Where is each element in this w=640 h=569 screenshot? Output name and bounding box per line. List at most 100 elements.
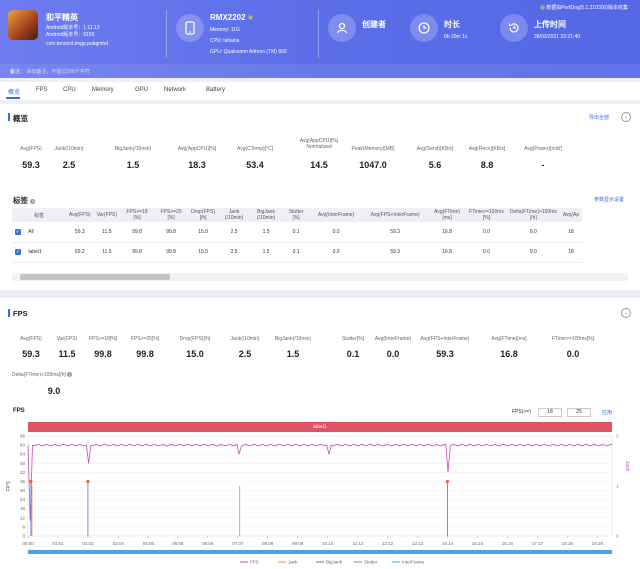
y-tick-label: 6	[22, 524, 25, 529]
param-settings-link[interactable]: 参数显示设置	[594, 197, 625, 203]
y-tick-label: 24	[20, 497, 26, 502]
fps-series-line	[27, 443, 613, 521]
table-header-cell[interactable]: Jank (/10min)	[218, 208, 251, 222]
bigjank-marker	[29, 479, 33, 484]
metric-value: 1047.0	[359, 160, 387, 170]
table-cell: 59.3	[66, 222, 94, 243]
table-header-cell[interactable]: FPS>=18 [%]	[120, 208, 155, 222]
y-tick-label-right: 1	[616, 484, 619, 489]
table-row[interactable]: ✓ label1 59.2 11.5 99.8 99.8 15.0 2.5 1.5 0.1 0.0…	[12, 242, 583, 263]
export-all-link[interactable]: 导出全部	[589, 115, 610, 121]
metric-value: 14.5	[310, 160, 328, 170]
info-icon[interactable]: i	[247, 15, 253, 21]
table-cell: 11.5	[93, 222, 121, 243]
table-header-cell[interactable]: Stutter [%]	[282, 208, 311, 222]
legend-label[interactable]: BigJank	[326, 560, 343, 565]
note-bar[interactable]: 备注： 添加备注，不能过200个字符	[0, 64, 640, 78]
table-header-cell[interactable]: Avg(FPS+InterFrame)	[362, 208, 429, 222]
table-cell: 0.1	[282, 242, 311, 263]
legend-label[interactable]: InterFrame	[402, 560, 425, 565]
metric-label: Avg(InterFrame)	[374, 336, 412, 342]
fps-threshold-1[interactable]: 18	[538, 408, 562, 417]
fps-threshold-2[interactable]: 25	[567, 408, 591, 417]
help-icon[interactable]: ?	[67, 372, 73, 378]
metric-value: 53.4	[246, 160, 264, 170]
metric-label: Avg(FTime)[ms]	[491, 336, 527, 342]
y-tick-label: 54	[20, 452, 26, 457]
table-header-cell[interactable]: Avg(InterFrame)	[310, 208, 363, 222]
package-name: com.tencent.tmgp.pubgmhd	[46, 41, 108, 47]
plot-area	[27, 435, 613, 537]
fps-title: FPS	[13, 309, 28, 318]
row-checkbox[interactable]: ✓	[15, 249, 21, 255]
metric-label: FPS>=18[%]	[88, 336, 118, 342]
section-marker	[8, 113, 10, 121]
divider	[166, 10, 167, 58]
tag-name: label1	[27, 249, 42, 255]
tag-name-cell[interactable]: ✓ label1	[12, 242, 66, 263]
table-header-cell[interactable]: Delta(FTime)>100ms [/h]	[506, 208, 560, 222]
table-cell: 11.5	[93, 242, 121, 263]
table-cell: 0.0	[310, 242, 363, 263]
metric-value: 1.5	[126, 160, 140, 170]
duration-label: 时长	[444, 20, 460, 29]
device-cpu: CPU: lahaina	[210, 38, 240, 44]
collapse-fps-button[interactable]: ⌄	[621, 308, 631, 318]
table-header-cell[interactable]: Avg(FPS)	[66, 208, 94, 222]
metric-value: 11.5	[58, 349, 76, 359]
tab-memory[interactable]: Memory	[92, 87, 114, 93]
table-row[interactable]: ✓ All 59.3 11.5 99.8 99.8 15.0 2.5 1.5 0.1 0.0 59.…	[12, 222, 583, 243]
table-header-cell[interactable]: BigJank (/10min)	[250, 208, 283, 222]
device-gpu: GPU: Qualcomm Adreno (TM) 660	[210, 49, 287, 55]
table-cell: 18	[559, 242, 583, 263]
x-tick-label: 10:10	[322, 541, 334, 546]
table-header-cell[interactable]: Avg(Ap	[559, 208, 583, 222]
table-header-cell[interactable]: FTime>=100ms [%]	[466, 208, 507, 222]
phone-icon	[176, 14, 204, 42]
tab-battery[interactable]: Battery	[206, 87, 226, 93]
scroll-thumb[interactable]	[20, 274, 170, 280]
note-placeholder[interactable]: 添加备注，不能过200个字符	[26, 69, 90, 75]
tab-overview[interactable]: 概览	[8, 90, 21, 96]
x-tick-label: 04:05	[143, 541, 155, 546]
android-build: Android版本号：9150	[46, 32, 95, 38]
metric-value: 2.5	[238, 349, 252, 359]
table-scrollbar[interactable]	[12, 273, 628, 281]
range-slider[interactable]	[28, 550, 612, 554]
table-header-cell[interactable]: FPS>=25 [%]	[154, 208, 189, 222]
x-tick-label: 09:09	[292, 541, 304, 546]
metric-label: Avg(FPS+InterFrame)	[420, 336, 470, 342]
table-cell: 99.8	[154, 242, 189, 263]
table-header-cell[interactable]: Drop(FPS) [/h]	[188, 208, 219, 222]
info-icon: i	[539, 5, 545, 11]
table-header-cell[interactable]: Var(FPS)	[93, 208, 121, 222]
device-model: RMX2202 i	[210, 13, 253, 22]
tab-fps[interactable]: FPS	[36, 87, 48, 93]
tab-gpu[interactable]: GPU	[135, 87, 149, 93]
apply-link[interactable]: 应用	[602, 410, 613, 416]
table-header-row: 标签 Avg(FPS) Var(FPS) FPS>=18 [%] FPS>=25 [%]…	[12, 208, 583, 222]
table-cell: 1.5	[250, 222, 283, 243]
divider	[318, 10, 319, 58]
collapse-overview-button[interactable]: ⌄	[621, 112, 631, 122]
metric-label: Stutter[%]	[342, 336, 364, 342]
x-tick-label: 11:12	[353, 541, 364, 546]
tag-name-cell[interactable]: ✓ All	[12, 222, 66, 243]
help-icon[interactable]: ?	[30, 198, 36, 204]
table-header-cell[interactable]: Avg(FTime) [ms]	[428, 208, 467, 222]
metric-label: Avg(Power)[mW]	[524, 146, 562, 152]
table-header-cell[interactable]: 标签	[12, 208, 66, 222]
table-cell: 1.5	[250, 242, 283, 263]
metric-label: Peak(Memory)[MB]	[351, 146, 395, 152]
row-checkbox[interactable]: ✓	[15, 228, 21, 235]
x-tick-label: 07:07	[232, 541, 244, 546]
active-tab-indicator	[6, 97, 20, 99]
legend-label[interactable]: Stutter	[364, 560, 378, 565]
legend-label[interactable]: FPS	[250, 560, 259, 565]
tab-network[interactable]: Network	[164, 87, 187, 93]
legend-label[interactable]: Jank	[288, 560, 298, 565]
app-name: 和平精英	[46, 13, 78, 22]
tab-cpu[interactable]: CPU	[63, 87, 76, 93]
device-memory: Memory: 11G	[210, 27, 240, 33]
